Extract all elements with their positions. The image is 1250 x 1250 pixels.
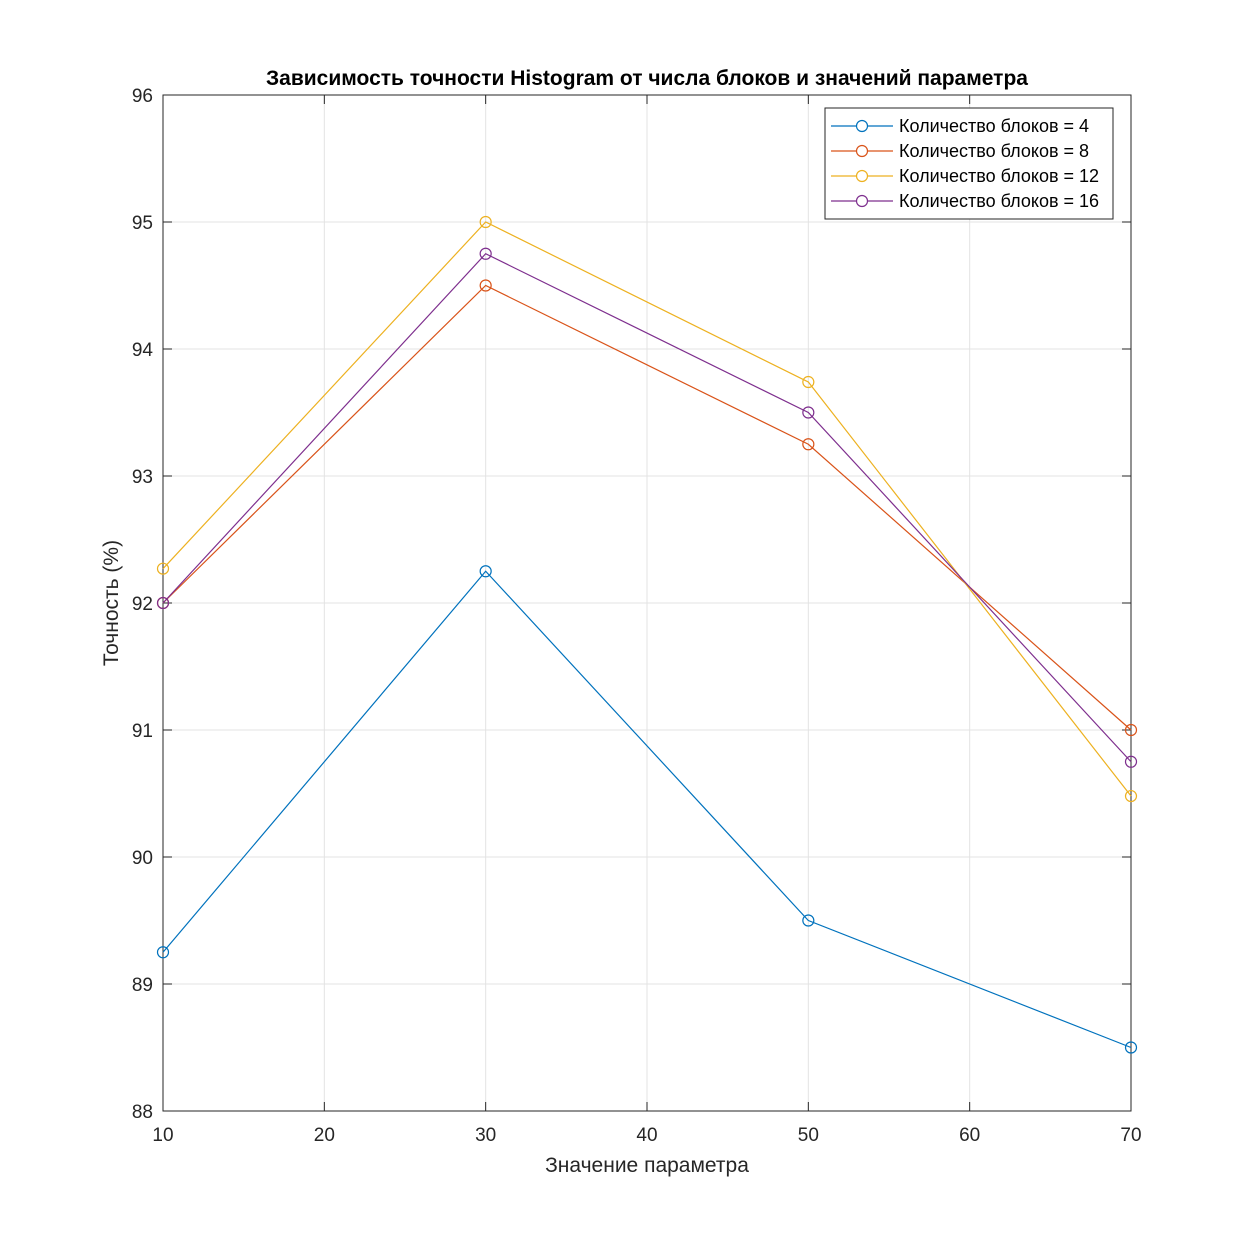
legend-entry: Количество блоков = 16 [831, 191, 1099, 211]
data-point [479, 279, 492, 292]
data-point [802, 375, 815, 389]
data-point [156, 562, 170, 575]
data-point [479, 247, 492, 260]
y-tick-label: 90 [132, 848, 153, 869]
legend-label: Количество блоков = 8 [899, 141, 1089, 161]
y-tick-label: 92 [132, 594, 153, 615]
legend-marker [855, 194, 869, 208]
series [156, 215, 1138, 1054]
series-line [162, 253, 1132, 763]
series-4 [156, 247, 1138, 768]
y-tick-label: 93 [132, 467, 153, 488]
legend-entry: Количество блоков = 4 [831, 116, 1089, 136]
x-tick-label: 40 [636, 1125, 657, 1146]
y-tick-label: 91 [132, 721, 153, 742]
legend-marker [855, 169, 869, 183]
y-tick-label: 96 [132, 86, 153, 107]
data-point [802, 914, 815, 927]
axis-ticks: 10 20 30 40 50 60 70 88 89 90 91 92 93 94 95 96 [132, 86, 1142, 1146]
x-tick-label: 60 [959, 1125, 980, 1146]
data-point [1124, 755, 1138, 768]
legend: Количество блоков = 4 Количество блоков =… [824, 107, 1114, 220]
legend-entry: Количество блоков = 8 [831, 141, 1089, 161]
data-point [1124, 789, 1138, 803]
series-3 [156, 215, 1138, 803]
data-point [1124, 723, 1138, 737]
data-point [156, 596, 170, 610]
legend-label: Количество блоков = 16 [899, 191, 1099, 211]
y-tick-label: 94 [132, 340, 154, 361]
legend-label: Количество блоков = 12 [899, 166, 1099, 186]
x-axis-title: Значение параметра [545, 1154, 749, 1177]
data-point [479, 215, 492, 229]
y-tick-label: 88 [132, 1102, 153, 1123]
series-line [162, 570, 1132, 1049]
legend-marker [855, 119, 869, 133]
series-line [162, 221, 1132, 797]
chart-title: Зависимость точности Histogram от числа … [266, 67, 1028, 90]
data-point [479, 565, 492, 578]
data-point [156, 946, 170, 959]
legend-label: Количество блоков = 4 [899, 116, 1089, 136]
legend-entry: Количество блоков = 12 [831, 166, 1099, 186]
data-point [802, 438, 815, 451]
x-tick-label: 70 [1120, 1125, 1141, 1146]
legend-marker [855, 144, 869, 158]
series-1 [156, 565, 1138, 1054]
y-tick-label: 89 [132, 975, 153, 996]
x-tick-label: 10 [152, 1125, 173, 1146]
x-tick-label: 30 [475, 1125, 496, 1146]
y-tick-label: 95 [132, 213, 153, 234]
y-axis-title: Точность (%) [100, 540, 123, 666]
data-point [1124, 1041, 1138, 1054]
data-point [802, 406, 815, 419]
x-tick-label: 50 [798, 1125, 819, 1146]
x-tick-label: 20 [314, 1125, 335, 1146]
